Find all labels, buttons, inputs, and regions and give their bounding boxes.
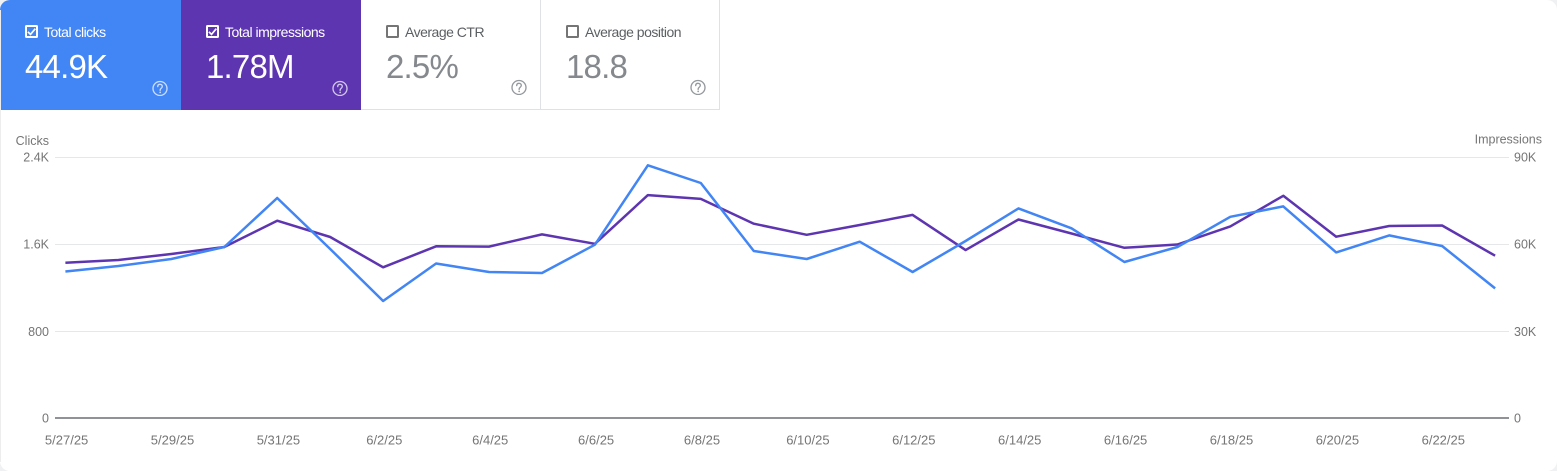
svg-text:6/18/25: 6/18/25 [1210,433,1253,448]
svg-text:6/2/25: 6/2/25 [366,433,402,448]
svg-text:6/8/25: 6/8/25 [684,433,720,448]
svg-text:0: 0 [42,411,49,425]
svg-text:800: 800 [28,325,49,339]
svg-text:5/27/25: 5/27/25 [45,433,88,448]
svg-text:6/14/25: 6/14/25 [998,433,1041,448]
svg-text:5/31/25: 5/31/25 [257,433,300,448]
svg-text:Impressions: Impressions [1475,133,1542,147]
svg-text:0: 0 [1514,411,1521,425]
svg-text:6/10/25: 6/10/25 [786,433,829,448]
svg-text:Clicks: Clicks [16,134,49,148]
svg-text:30K: 30K [1514,325,1537,339]
svg-text:90K: 90K [1514,150,1537,164]
svg-text:6/16/25: 6/16/25 [1104,433,1147,448]
svg-text:6/12/25: 6/12/25 [892,433,935,448]
svg-text:6/6/25: 6/6/25 [578,433,614,448]
svg-text:5/29/25: 5/29/25 [151,433,194,448]
svg-text:2.4K: 2.4K [23,150,49,164]
svg-text:6/22/25: 6/22/25 [1422,433,1465,448]
svg-text:6/20/25: 6/20/25 [1316,433,1359,448]
svg-text:1.6K: 1.6K [23,238,49,252]
svg-text:6/4/25: 6/4/25 [472,433,508,448]
svg-text:60K: 60K [1514,238,1537,252]
